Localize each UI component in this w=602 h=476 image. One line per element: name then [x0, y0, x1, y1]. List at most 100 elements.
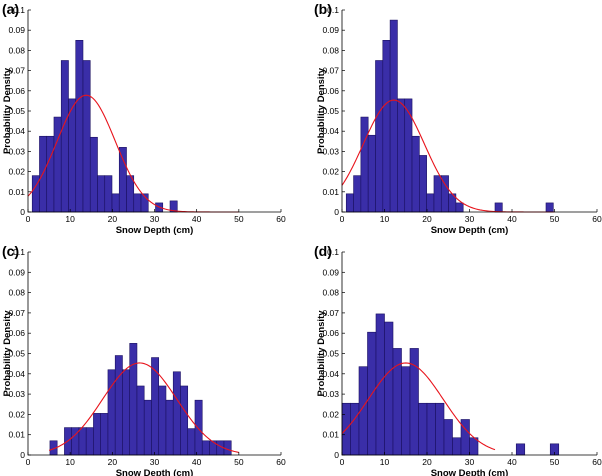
x-tick-label: 60: [276, 457, 286, 467]
histogram-bar: [426, 402, 436, 456]
y-tick-label: 0.07: [8, 308, 25, 318]
x-tick-label: 40: [507, 214, 517, 224]
y-tick-label: 0: [334, 450, 339, 460]
histogram-panel-a: 0 10 20 30 40 50 60 0 0.01 0.02 0.03 0.04 0.05 0.06 0.…: [2, 1, 286, 236]
x-tick-label: 60: [592, 457, 602, 467]
x-tick-label: 20: [422, 457, 432, 467]
x-tick-label: 0: [26, 457, 31, 467]
y-tick-label: 0.02: [8, 167, 25, 177]
x-tick-label: 20: [108, 214, 118, 224]
histogram-bar: [85, 427, 94, 456]
histogram-bar: [46, 135, 55, 213]
y-tick-label: 0.05: [8, 106, 25, 116]
histogram-bar: [426, 193, 435, 213]
y-tick-label: 0.05: [322, 106, 339, 116]
y-tick-label: 0.07: [8, 66, 25, 76]
histogram-bar: [136, 385, 145, 456]
y-tick-label: 0.08: [8, 288, 25, 298]
x-tick-label: 10: [380, 457, 390, 467]
histogram-bar: [384, 321, 394, 456]
y-tick-label: 0.01: [8, 187, 25, 197]
x-tick-label: 40: [507, 457, 517, 467]
panel-label: (a): [2, 1, 19, 17]
x-tick-label: 60: [592, 214, 602, 224]
histogram-bar: [82, 60, 91, 213]
y-tick-label: 0.09: [8, 25, 25, 35]
y-tick-label: 0.07: [322, 66, 339, 76]
y-tick-label: 0.05: [8, 349, 25, 359]
y-tick-label: 0.04: [8, 126, 25, 136]
histogram-bar: [375, 60, 384, 213]
y-tick-label: 0.09: [322, 25, 339, 35]
y-tick-label: 0: [20, 450, 25, 460]
histogram-bar: [433, 175, 442, 213]
histogram-bar: [494, 202, 503, 213]
y-tick-label: 0.1: [327, 5, 339, 15]
y-tick-label: 0: [20, 207, 25, 217]
y-tick-label: 0.03: [8, 146, 25, 156]
x-tick-label: 0: [340, 214, 345, 224]
histogram-bar: [93, 413, 101, 456]
y-tick-label: 0.01: [8, 430, 25, 440]
x-axis-title: Snow Depth (cm): [431, 468, 509, 476]
y-tick-label: 0.02: [322, 167, 339, 177]
y-tick-label: 0: [334, 207, 339, 217]
x-tick-label: 30: [465, 214, 475, 224]
x-tick-label: 0: [340, 457, 345, 467]
histogram-bar: [209, 440, 218, 456]
x-tick-label: 50: [234, 214, 244, 224]
histogram-bar: [122, 369, 130, 456]
panel-label: (b): [314, 1, 332, 17]
histogram-bar: [165, 399, 174, 456]
histogram-bar: [201, 440, 210, 456]
histogram-bar: [418, 402, 428, 456]
histogram-bar: [401, 366, 411, 456]
histogram-bar: [133, 193, 142, 213]
x-tick-label: 20: [108, 457, 118, 467]
x-axis-title: Snow Depth (cm): [116, 225, 194, 236]
histogram-panel-b: 0 10 20 30 40 50 60 0 0.01 0.02 0.03 0.04 0.05 0.06 0.…: [314, 1, 602, 236]
y-tick-label: 0.04: [322, 369, 339, 379]
x-tick-label: 40: [192, 457, 202, 467]
panel-label: (c): [2, 243, 19, 259]
histogram-panel-d: 0 10 20 30 40 50 60 0 0.01 0.02 0.03 0.04 0.05 0.06 0.…: [314, 243, 602, 476]
x-tick-label: 30: [150, 457, 160, 467]
histogram-bar: [353, 175, 362, 213]
y-tick-label: 0.05: [322, 349, 339, 359]
x-tick-label: 50: [550, 457, 560, 467]
x-tick-label: 60: [276, 214, 286, 224]
histogram-bar: [180, 385, 189, 456]
histogram-bar: [452, 437, 462, 456]
histogram-bar: [100, 413, 109, 456]
y-axis-title: Probability Density: [2, 67, 13, 154]
histogram-bar: [129, 343, 138, 456]
y-tick-label: 0.03: [322, 389, 339, 399]
histogram-bar: [104, 175, 113, 213]
x-tick-label: 30: [150, 214, 160, 224]
x-axis-title: Snow Depth (cm): [116, 468, 194, 476]
y-tick-label: 0.02: [8, 409, 25, 419]
histogram-bar: [350, 402, 360, 456]
histogram-bar: [151, 357, 160, 456]
normal-fit-curve: [48, 362, 239, 453]
y-tick-label: 0.01: [322, 430, 339, 440]
y-tick-label: 0.1: [13, 247, 25, 257]
x-tick-label: 30: [465, 457, 475, 467]
histogram-bar: [345, 193, 354, 213]
histogram-bar: [389, 19, 398, 213]
histogram-bar: [114, 355, 123, 456]
histogram-bar: [397, 98, 406, 213]
y-tick-label: 0.08: [322, 45, 339, 55]
histogram-bar: [375, 313, 385, 456]
y-tick-label: 0.08: [322, 288, 339, 298]
y-tick-label: 0.06: [322, 86, 339, 96]
histogram-bar: [194, 399, 203, 456]
x-axis-title: Snow Depth (cm): [431, 225, 509, 236]
y-tick-label: 0.07: [322, 308, 339, 318]
y-axis-title: Probability Density: [2, 310, 13, 397]
y-tick-label: 0.1: [327, 247, 339, 257]
histogram-bar: [60, 60, 69, 213]
histogram-bar: [75, 39, 84, 213]
y-tick-label: 0.06: [8, 328, 25, 338]
